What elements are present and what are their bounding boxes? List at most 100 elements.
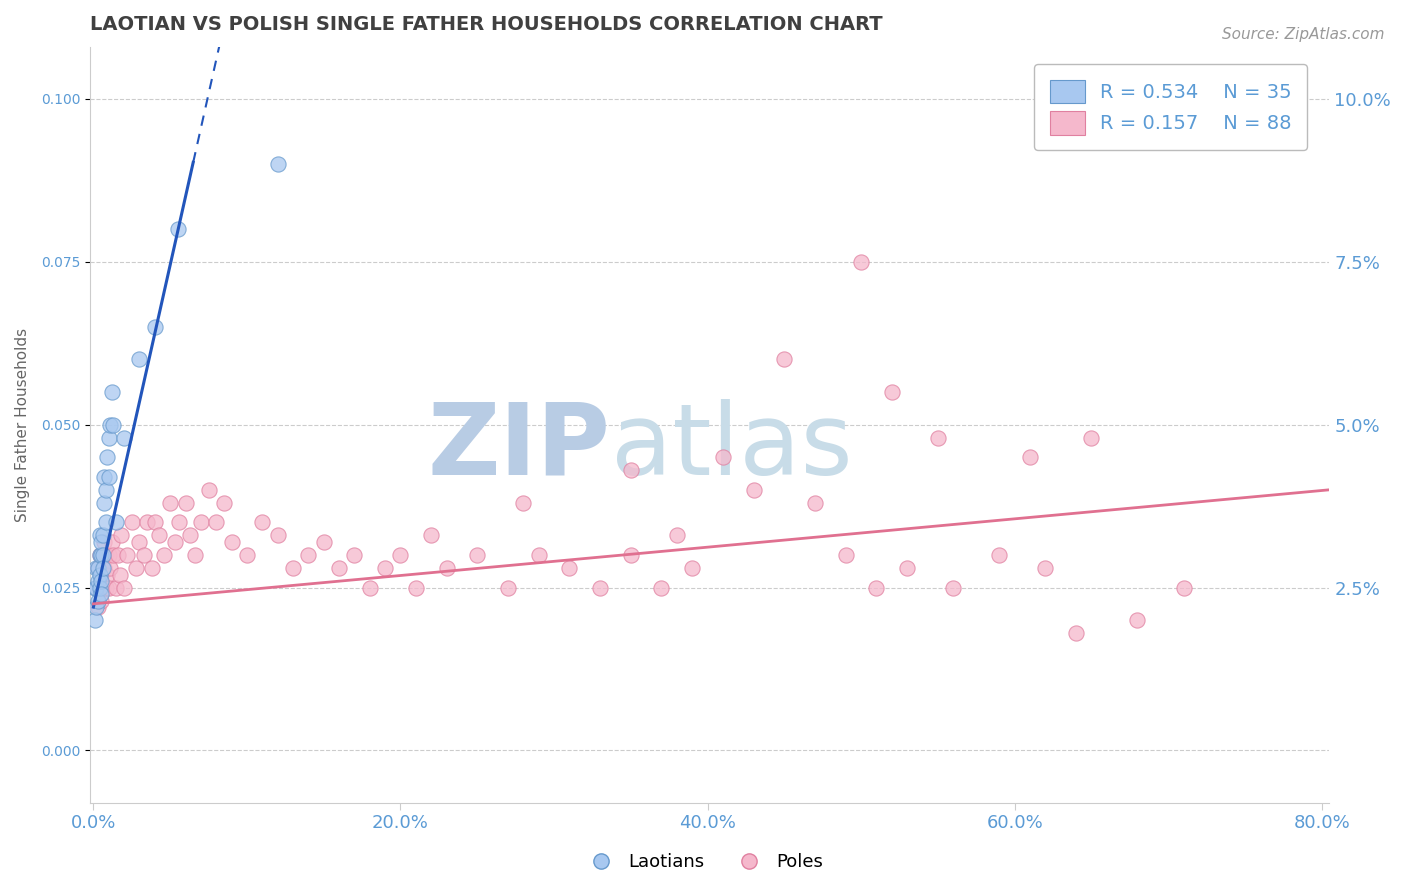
Point (87, 574, 110, 588)
Point (163, 535, 186, 549)
Point (89, 581, 111, 595)
Point (110, 528, 132, 542)
Point (297, 548, 319, 562)
Point (184, 548, 207, 562)
Point (359, 581, 381, 595)
Point (108, 567, 131, 582)
Point (420, 528, 443, 542)
Point (89, 548, 111, 562)
Point (389, 548, 412, 562)
Point (103, 417, 125, 432)
Point (681, 561, 703, 575)
Point (121, 516, 143, 530)
Point (804, 496, 827, 510)
Point (128, 352, 150, 367)
Point (711, 450, 734, 465)
Legend: Laotians, Poles: Laotians, Poles (575, 847, 831, 879)
Point (96, 567, 118, 582)
Y-axis label: Single Father Households: Single Father Households (15, 327, 30, 522)
Point (153, 548, 176, 562)
Point (374, 561, 396, 575)
Point (86, 581, 108, 595)
Point (101, 535, 124, 549)
Point (880, 385, 903, 400)
Point (107, 548, 129, 562)
Point (212, 496, 235, 510)
Legend: R = 0.534    N = 35, R = 0.157    N = 88: R = 0.534 N = 35, R = 0.157 N = 88 (1033, 64, 1308, 150)
Point (89, 528, 111, 542)
Point (1019, 450, 1042, 465)
Point (112, 431, 135, 445)
Point (266, 528, 288, 542)
Text: Source: ZipAtlas.com: Source: ZipAtlas.com (1222, 27, 1385, 42)
Text: atlas: atlas (610, 399, 852, 496)
Point (1033, 561, 1056, 575)
Point (91, 548, 114, 562)
Point (97, 431, 120, 445)
Point (101, 385, 124, 400)
Point (405, 581, 427, 595)
Point (87, 561, 110, 575)
Point (90, 574, 112, 588)
Point (1080, 431, 1102, 445)
Point (328, 561, 350, 575)
Text: ZIP: ZIP (427, 399, 610, 496)
Point (98, 417, 121, 432)
Point (96, 450, 118, 465)
Point (1126, 613, 1149, 627)
Point (97, 469, 120, 483)
Point (252, 516, 274, 530)
Point (90, 567, 112, 582)
Point (90, 587, 112, 601)
Point (1173, 581, 1195, 595)
Point (84, 613, 107, 627)
Point (91, 548, 114, 562)
Point (179, 528, 201, 542)
Point (589, 581, 612, 595)
Point (512, 496, 534, 510)
Point (221, 535, 243, 549)
Point (87, 561, 110, 575)
Point (87, 593, 110, 607)
Text: LAOTIAN VS POLISH SINGLE FATHER HOUSEHOLDS CORRELATION CHART: LAOTIAN VS POLISH SINGLE FATHER HOUSEHOL… (90, 15, 883, 34)
Point (205, 516, 228, 530)
Point (105, 516, 128, 530)
Point (148, 528, 170, 542)
Point (927, 431, 949, 445)
Point (94, 483, 117, 497)
Point (91, 528, 114, 542)
Point (835, 548, 858, 562)
Point (236, 548, 259, 562)
Point (93, 535, 115, 549)
Point (90, 535, 112, 549)
Point (141, 561, 163, 575)
Point (896, 561, 918, 575)
Point (94, 581, 117, 595)
Point (159, 496, 181, 510)
Point (312, 535, 335, 549)
Point (496, 581, 519, 595)
Point (128, 535, 150, 549)
Point (620, 463, 643, 477)
Point (97, 548, 120, 562)
Point (112, 581, 135, 595)
Point (94, 548, 117, 562)
Point (136, 516, 159, 530)
Point (650, 581, 672, 595)
Point (174, 496, 197, 510)
Point (197, 483, 219, 497)
Point (281, 561, 304, 575)
Point (98, 561, 121, 575)
Point (465, 548, 488, 562)
Point (190, 516, 212, 530)
Point (93, 561, 115, 575)
Point (86, 600, 108, 615)
Point (89, 548, 111, 562)
Point (89, 567, 111, 582)
Point (93, 496, 115, 510)
Point (132, 548, 155, 562)
Point (143, 319, 166, 334)
Point (86, 561, 108, 575)
Point (166, 222, 188, 236)
Point (84, 581, 107, 595)
